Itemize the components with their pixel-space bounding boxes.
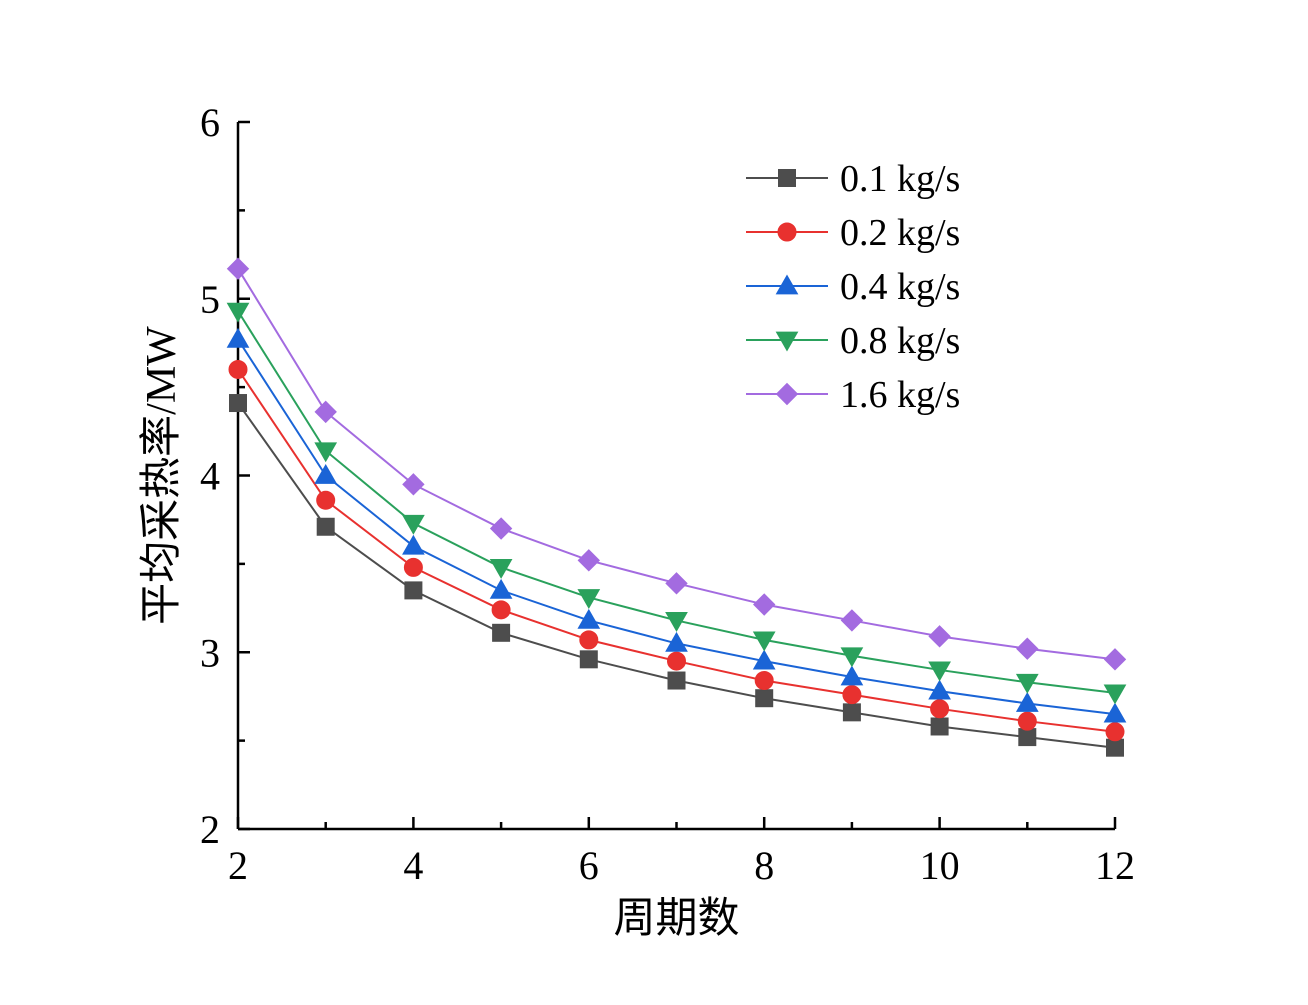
y-tick-label: 3 — [200, 630, 220, 675]
data-point-series-4 — [840, 609, 864, 632]
data-point-series-3 — [1015, 673, 1039, 694]
data-point-series-1 — [316, 490, 336, 510]
x-tick-label: 12 — [1095, 843, 1135, 888]
data-point-series-2 — [840, 665, 864, 686]
data-point-series-0 — [492, 623, 511, 642]
data-point-series-2 — [928, 679, 951, 700]
y-tick-label: 5 — [200, 277, 220, 322]
data-point-series-4 — [752, 593, 776, 616]
data-point-series-1 — [842, 685, 862, 705]
data-point-series-0 — [579, 650, 598, 669]
legend-label: 0.8 kg/s — [840, 320, 960, 362]
data-point-series-2 — [577, 608, 601, 629]
data-point-series-1 — [403, 557, 423, 577]
data-point-series-4 — [1016, 637, 1039, 660]
legend-label: 0.2 kg/s — [840, 212, 960, 254]
data-point-series-3 — [840, 647, 864, 668]
legend-marker — [777, 222, 797, 242]
data-point-series-4 — [402, 473, 425, 496]
data-point-series-4 — [577, 549, 601, 572]
data-point-series-1 — [579, 630, 599, 650]
data-point-series-1 — [1017, 711, 1037, 731]
data-point-series-4 — [928, 625, 951, 648]
data-point-series-4 — [314, 400, 337, 424]
y-tick-label: 2 — [200, 807, 220, 852]
data-point-series-0 — [1018, 728, 1037, 747]
data-point-series-2 — [1015, 691, 1039, 712]
legend-marker — [775, 274, 799, 295]
x-axis-title: 周期数 — [613, 896, 739, 942]
series-line-4 — [237, 268, 1116, 661]
y-tick-label: 6 — [200, 100, 220, 145]
data-point-series-1 — [491, 600, 511, 620]
data-point-series-1 — [754, 671, 774, 691]
data-point-series-3 — [226, 302, 250, 323]
data-point-series-3 — [489, 559, 513, 579]
data-point-series-0 — [1106, 738, 1124, 757]
data-point-series-0 — [316, 517, 335, 536]
data-point-series-4 — [226, 257, 250, 280]
data-point-series-4 — [489, 517, 513, 540]
data-point-series-2 — [665, 631, 688, 652]
data-point-series-0 — [755, 689, 774, 708]
data-point-series-3 — [665, 612, 688, 632]
y-tick-label: 4 — [200, 454, 220, 499]
data-point-series-0 — [667, 671, 686, 690]
data-point-series-2 — [1103, 702, 1127, 723]
legend-label: 1.6 kg/s — [840, 374, 960, 416]
axes — [236, 122, 1115, 831]
x-tick-label: 6 — [579, 843, 599, 888]
data-point-series-3 — [752, 631, 776, 652]
data-point-series-1 — [1105, 722, 1125, 742]
legend-marker — [775, 382, 799, 406]
data-point-series-2 — [314, 463, 338, 484]
x-tick-label: 10 — [920, 843, 960, 888]
legend-label: 0.4 kg/s — [840, 266, 960, 308]
data-point-series-4 — [1103, 648, 1127, 671]
legend: 0.1 kg/s 0.2 kg/s 0.4 kg/s 0.8 kg/s 1.6 kg/s — [746, 158, 960, 416]
x-tick-label: 8 — [754, 843, 774, 888]
legend-marker — [778, 169, 796, 187]
legend-marker — [775, 331, 799, 352]
legend-label: 0.1 kg/s — [840, 158, 960, 200]
x-tick-label: 4 — [403, 843, 423, 888]
data-point-series-1 — [667, 651, 686, 671]
y-axis-title: 平均采热率/MW — [138, 326, 185, 625]
data-point-series-3 — [402, 514, 425, 535]
data-point-series-3 — [577, 589, 601, 609]
data-point-series-0 — [229, 394, 247, 413]
data-point-series-2 — [752, 649, 776, 670]
data-point-series-1 — [228, 359, 248, 379]
x-tick-label: 2 — [228, 843, 248, 888]
data-point-series-3 — [314, 442, 338, 463]
data-point-series-0 — [404, 581, 423, 600]
data-point-series-3 — [928, 661, 951, 682]
data-point-series-0 — [930, 717, 949, 736]
data-point-series-0 — [842, 703, 861, 722]
data-point-series-4 — [665, 572, 688, 595]
data-point-series-2 — [226, 327, 250, 348]
data-point-series-2 — [402, 534, 425, 555]
series-markers — [226, 257, 1127, 757]
x-ticks: 2 4 6 8 10 12 — [228, 817, 1135, 888]
data-point-series-2 — [489, 578, 513, 599]
y-ticks: 2 3 4 5 6 — [200, 100, 250, 852]
data-point-series-3 — [1103, 684, 1127, 705]
data-point-series-1 — [930, 699, 950, 719]
